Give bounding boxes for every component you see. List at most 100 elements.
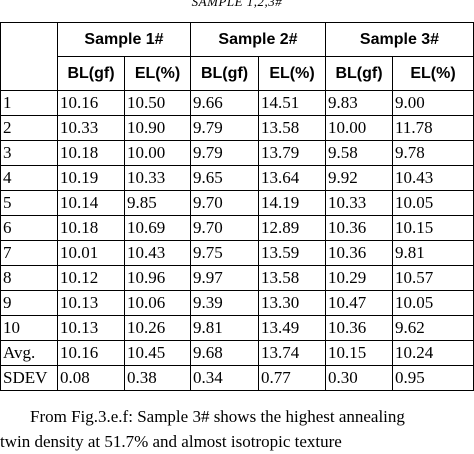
cell: 10.26 xyxy=(124,315,191,341)
cell: 9.58 xyxy=(325,140,393,166)
group-header: Sample 3# xyxy=(325,22,474,57)
cell: 10.90 xyxy=(124,115,191,141)
cell: 10.18 xyxy=(57,215,125,241)
cell: 10.05 xyxy=(392,290,474,316)
cell: 10.00 xyxy=(325,115,393,141)
row-label: 1 xyxy=(0,90,58,116)
cell: 0.77 xyxy=(258,365,326,391)
group-header: Sample 2# xyxy=(190,22,326,57)
row-label: 8 xyxy=(0,265,58,291)
cell: 13.64 xyxy=(258,165,326,191)
cell: 10.01 xyxy=(57,240,125,266)
cell: 9.81 xyxy=(392,240,474,266)
cell: 9.79 xyxy=(190,140,259,166)
column-header: EL(%) xyxy=(392,56,474,91)
cell: 10.00 xyxy=(124,140,191,166)
row-label: 4 xyxy=(0,165,58,191)
cell: 10.36 xyxy=(325,315,393,341)
cell: 14.19 xyxy=(258,190,326,216)
cell: 10.13 xyxy=(57,290,125,316)
cell: 0.95 xyxy=(392,365,474,391)
row-label: 9 xyxy=(0,290,58,316)
cell: 9.70 xyxy=(190,190,259,216)
data-row: 10 10.13 10.26 9.81 13.49 10.36 9.62 xyxy=(0,315,474,341)
cell: 9.92 xyxy=(325,165,393,191)
column-header: BL(gf) xyxy=(190,56,259,91)
data-row: 7 10.01 10.43 9.75 13.59 10.36 9.81 xyxy=(0,240,474,266)
data-row: SDEV 0.08 0.38 0.34 0.77 0.30 0.95 xyxy=(0,365,474,391)
cell: 0.34 xyxy=(190,365,259,391)
cell: 13.79 xyxy=(258,140,326,166)
data-row: 4 10.19 10.33 9.65 13.64 9.92 10.43 xyxy=(0,165,474,191)
data-row: 9 10.13 10.06 9.39 13.30 10.47 10.05 xyxy=(0,290,474,316)
cell: 9.79 xyxy=(190,115,259,141)
header-row: Sample 1# Sample 2# Sample 3# xyxy=(0,22,474,91)
cell: 13.59 xyxy=(258,240,326,266)
cell: 9.85 xyxy=(124,190,191,216)
cell: 10.24 xyxy=(392,340,474,366)
cell: 10.29 xyxy=(325,265,393,291)
cell: 10.19 xyxy=(57,165,125,191)
cell: 9.68 xyxy=(190,340,259,366)
cell: 11.78 xyxy=(392,115,474,141)
cell: 13.58 xyxy=(258,265,326,291)
caption: SAMPLE 1,2,3# xyxy=(191,0,283,9)
column-header: EL(%) xyxy=(124,56,191,91)
row-label: Avg. xyxy=(0,340,58,366)
cell: 10.12 xyxy=(57,265,125,291)
cell: 10.69 xyxy=(124,215,191,241)
row-label: 2 xyxy=(0,115,58,141)
cell: 10.05 xyxy=(392,190,474,216)
cell: 9.62 xyxy=(392,315,474,341)
column-header: BL(gf) xyxy=(57,56,125,91)
cell: 10.50 xyxy=(124,90,191,116)
data-row: 1 10.16 10.50 9.66 14.51 9.83 9.00 xyxy=(0,90,474,116)
cell: 13.58 xyxy=(258,115,326,141)
subheader-row: BL(gf) EL(%) BL(gf) EL(%) BL(gf) EL(%) xyxy=(1,56,474,91)
cell: 10.33 xyxy=(325,190,393,216)
cell: 9.78 xyxy=(392,140,474,166)
cell: 10.36 xyxy=(325,240,393,266)
cell: 10.57 xyxy=(392,265,474,291)
row-label: 5 xyxy=(0,190,58,216)
row-label: SDEV xyxy=(0,365,58,391)
cell: 14.51 xyxy=(258,90,326,116)
cell: 10.16 xyxy=(57,90,125,116)
data-row: 6 10.18 10.69 9.70 12.89 10.36 10.15 xyxy=(0,215,474,241)
cell: 0.38 xyxy=(124,365,191,391)
data-row: 5 10.14 9.85 9.70 14.19 10.33 10.05 xyxy=(0,190,474,216)
cell: 9.97 xyxy=(190,265,259,291)
cell: 9.65 xyxy=(190,165,259,191)
paragraph: From Fig.3.e.f: Sample 3# shows the high… xyxy=(0,404,474,454)
cell: 10.33 xyxy=(57,115,125,141)
cell: 9.66 xyxy=(190,90,259,116)
cell: 10.06 xyxy=(124,290,191,316)
cell: 10.33 xyxy=(124,165,191,191)
row-label: 7 xyxy=(0,240,58,266)
corner-cell xyxy=(0,22,58,91)
cell: 10.13 xyxy=(57,315,125,341)
cell: 10.43 xyxy=(392,165,474,191)
data-row: 3 10.18 10.00 9.79 13.79 9.58 9.78 xyxy=(0,140,474,166)
cell: 9.83 xyxy=(325,90,393,116)
column-header: BL(gf) xyxy=(325,56,393,91)
cell: 0.30 xyxy=(325,365,393,391)
cell: 9.70 xyxy=(190,215,259,241)
cell: 13.49 xyxy=(258,315,326,341)
cell: 10.15 xyxy=(392,215,474,241)
paragraph-line: twin density at 51.7% and almost isotrop… xyxy=(0,432,342,451)
cell: 9.75 xyxy=(190,240,259,266)
cell: 9.39 xyxy=(190,290,259,316)
data-table: Sample 1# Sample 2# Sample 3# BL(gf) EL(%) BL… xyxy=(0,22,474,391)
cell: 10.14 xyxy=(57,190,125,216)
column-header: EL(%) xyxy=(258,56,326,91)
cell: 10.16 xyxy=(57,340,125,366)
cell: 10.43 xyxy=(124,240,191,266)
data-row: Avg. 10.16 10.45 9.68 13.74 10.15 10.24 xyxy=(0,340,474,366)
cell: 9.00 xyxy=(392,90,474,116)
cell: 13.30 xyxy=(258,290,326,316)
data-row: 2 10.33 10.90 9.79 13.58 10.00 11.78 xyxy=(0,115,474,141)
cell: 10.96 xyxy=(124,265,191,291)
cell: 10.18 xyxy=(57,140,125,166)
